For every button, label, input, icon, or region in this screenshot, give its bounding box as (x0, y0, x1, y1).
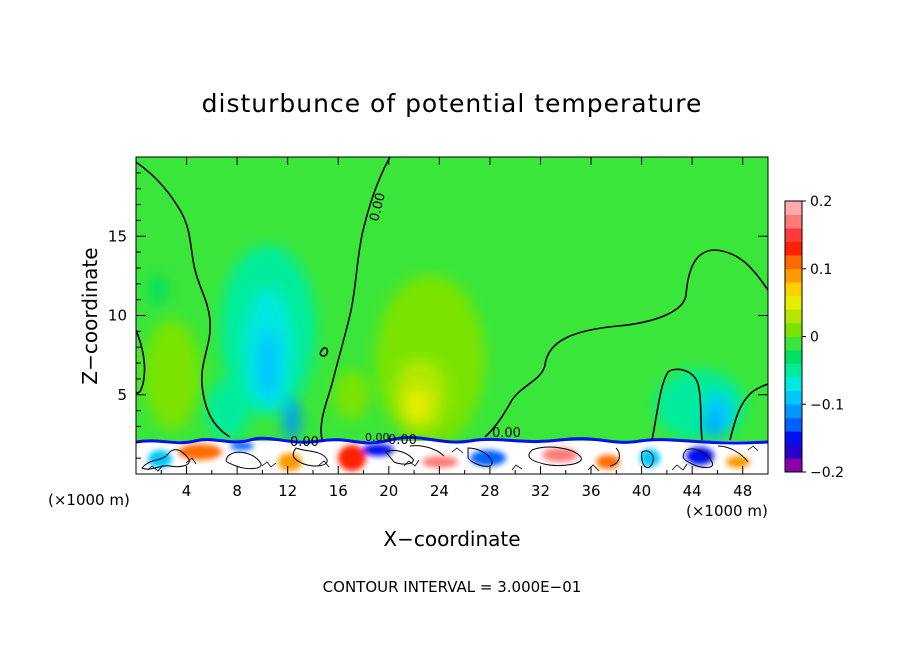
y-tick-label: 5 (117, 386, 127, 404)
x-tick-label: 36 (581, 482, 600, 500)
colorbar-tick-label: 0.2 (810, 194, 832, 210)
colorbar-swatch (785, 309, 802, 324)
colorbar-swatch (785, 201, 802, 215)
x-tick-label: 12 (278, 482, 297, 500)
plot-area: 0.00 0.00 0.00 0.00 0.00 (136, 157, 768, 474)
x-axis-label: X−coordinate (383, 527, 520, 551)
y-tick-label: 15 (108, 227, 127, 245)
positive-anomaly-regions (144, 275, 485, 445)
x-tick-label: 24 (430, 482, 449, 500)
colorbar-swatch (785, 336, 802, 351)
contour-interval-note: CONTOUR INTERVAL = 3.000E−01 (323, 578, 582, 596)
boundary-layer (136, 436, 768, 474)
contour-label-zero-5: 0.00 (365, 431, 390, 444)
contour-label-zero-1: 0.00 (367, 191, 389, 223)
zero-contours (136, 157, 768, 441)
colorbar-tick-label: 0.1 (810, 262, 832, 278)
colorbar-tick-label: 0 (810, 330, 819, 346)
colorbar-swatch (785, 377, 802, 391)
colorbar-swatch (785, 417, 802, 432)
x-tick-label: 16 (329, 482, 348, 500)
colorbar-tick-label: −0.1 (810, 397, 844, 413)
contour-label-zero-4: 0.00 (492, 426, 521, 441)
y-axis: 5 10 15 (108, 172, 768, 459)
colorbar-swatch (785, 282, 802, 297)
x-axis-unit-right: (×1000 m) (686, 502, 768, 520)
colorbar-swatch (785, 214, 802, 229)
y-tick-label: 10 (108, 307, 127, 325)
contour-label-zero-2: 0.00 (290, 435, 319, 450)
x-tick-label: 44 (683, 482, 702, 500)
x-tick-label: 20 (379, 482, 398, 500)
colorbar-swatch (785, 350, 802, 364)
colorbar-swatch (785, 322, 802, 337)
x-tick-label: 8 (232, 482, 242, 500)
colorbar-tick-label: −0.2 (810, 465, 844, 481)
colorbar-swatch (785, 255, 802, 270)
colorbar-swatch (785, 228, 802, 242)
colorbar-swatch (785, 241, 802, 256)
x-tick-label: 32 (531, 482, 550, 500)
chart-title: disturbunce of potential temperature (202, 89, 703, 118)
contour-labels: 0.00 0.00 0.00 0.00 0.00 (290, 191, 521, 450)
colorbar-swatch (785, 458, 802, 473)
colorbar-swatch (785, 404, 802, 419)
colorbar-swatch (785, 444, 802, 459)
negative-anomaly-regions (206, 245, 745, 442)
colorbar-swatch (785, 363, 802, 378)
contour-label-zero-3: 0.00 (388, 433, 417, 448)
x-tick-label: 40 (632, 482, 651, 500)
y-axis-label: Z−coordinate (78, 247, 102, 384)
colorbar-swatch (785, 431, 802, 446)
colorbar-swatch (785, 268, 802, 283)
x-tick-label: 4 (182, 482, 192, 500)
x-axis-unit-left: (×1000 m) (48, 491, 130, 509)
colorbar-swatch (785, 295, 802, 310)
colorbar: 0.2 0.1 0 −0.1 −0.2 (784, 194, 844, 481)
colorbar-swatch (785, 390, 802, 405)
x-tick-label: 28 (480, 482, 499, 500)
x-tick-label: 48 (733, 482, 752, 500)
x-axis: 4 8 12 16 20 24 28 32 36 40 44 48 (160, 157, 752, 500)
